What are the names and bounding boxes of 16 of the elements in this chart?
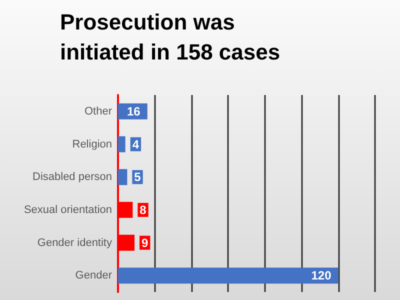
bar xyxy=(118,169,128,186)
y-tick-label: Gender xyxy=(75,270,112,282)
y-tick-label: Religion xyxy=(72,138,112,150)
bar xyxy=(118,268,338,284)
y-tick-label: Other xyxy=(84,105,112,118)
data-label: 16 xyxy=(127,104,141,118)
bar xyxy=(118,136,126,152)
data-label: 4 xyxy=(132,137,140,152)
chart-title: Prosecution was initiated in 158 cases xyxy=(60,10,280,64)
data-label: 9 xyxy=(142,236,149,250)
y-tick-label: Disabled person xyxy=(32,171,112,184)
y-tick-label: Gender identity xyxy=(37,236,112,249)
data-label: 5 xyxy=(134,170,142,184)
y-tick-label: Sexual orientation xyxy=(24,204,112,216)
data-label: 120 xyxy=(311,268,332,283)
data-label: 8 xyxy=(140,202,147,217)
